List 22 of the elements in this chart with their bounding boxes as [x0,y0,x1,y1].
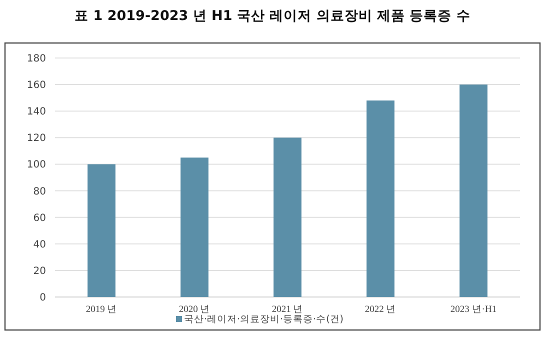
y-tick-label: 160 [26,80,46,92]
x-tick-label: 2020 년 [178,304,210,315]
bar [366,100,394,297]
y-tick-label: 180 [26,54,46,64]
y-tick-label: 40 [33,239,46,250]
y-tick-label: 140 [26,106,46,118]
bar [180,158,208,297]
legend-label: 국산·레이저·의료장비·등록증·수(건) [184,314,344,325]
y-tick-label: 60 [33,212,46,224]
y-tick-label: 100 [26,160,46,171]
x-tick-label: 2019 년 [86,304,118,315]
y-tick-label: 80 [33,186,46,198]
bar [460,84,488,297]
x-tick-label: 2022 년 [364,304,396,315]
x-tick-label: 2021 년 [272,304,304,315]
y-tick-label: 20 [33,266,46,277]
chart-title: 표 1 2019-2023 년 H1 국산 레이저 의료장비 제품 등록증 수 [74,8,470,24]
y-tick-label: 0 [40,292,46,304]
bar [274,138,302,297]
bar [88,164,116,297]
y-tick-label: 120 [26,133,46,144]
x-tick-label: 2023 년·H1 [450,304,497,315]
